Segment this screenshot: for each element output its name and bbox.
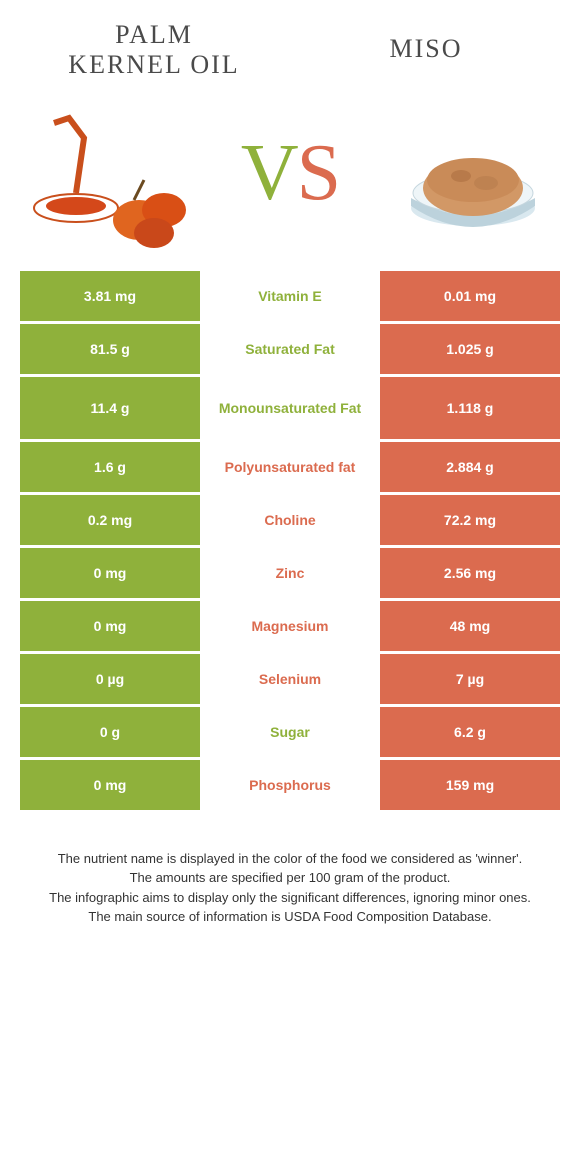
right-value-cell: 1.118 g <box>380 377 560 439</box>
right-food-image <box>391 98 556 248</box>
left-value-cell: 11.4 g <box>20 377 200 439</box>
left-title-line1: Palm <box>115 20 193 49</box>
left-value-cell: 1.6 g <box>20 442 200 492</box>
table-row: 0 mgZinc2.56 mg <box>20 548 560 598</box>
nutrient-label-cell: Selenium <box>202 654 378 704</box>
miso-bowl-icon <box>391 98 556 248</box>
nutrient-label-cell: Vitamin E <box>202 271 378 321</box>
table-row: 81.5 gSaturated Fat1.025 g <box>20 324 560 374</box>
infographic-container: Palm kernel oil Miso VS <box>0 0 580 957</box>
table-row: 0 mgPhosphorus159 mg <box>20 760 560 810</box>
nutrient-label-cell: Magnesium <box>202 601 378 651</box>
right-value-cell: 6.2 g <box>380 707 560 757</box>
header-row: Palm kernel oil Miso <box>18 20 562 80</box>
left-value-cell: 81.5 g <box>20 324 200 374</box>
left-food-image <box>24 98 189 248</box>
left-value-cell: 3.81 mg <box>20 271 200 321</box>
right-value-cell: 2.884 g <box>380 442 560 492</box>
vs-letter-v: V <box>241 129 297 217</box>
nutrient-label-cell: Zinc <box>202 548 378 598</box>
nutrient-label-cell: Sugar <box>202 707 378 757</box>
left-value-cell: 0 µg <box>20 654 200 704</box>
footer-line-3: The infographic aims to display only the… <box>26 888 554 908</box>
left-value-cell: 0 g <box>20 707 200 757</box>
right-value-cell: 159 mg <box>380 760 560 810</box>
left-title-line2: kernel oil <box>68 50 239 79</box>
right-value-cell: 1.025 g <box>380 324 560 374</box>
comparison-tbody: 3.81 mgVitamin E0.01 mg81.5 gSaturated F… <box>20 271 560 810</box>
left-value-cell: 0 mg <box>20 760 200 810</box>
table-row: 3.81 mgVitamin E0.01 mg <box>20 271 560 321</box>
right-value-cell: 48 mg <box>380 601 560 651</box>
left-value-cell: 0.2 mg <box>20 495 200 545</box>
images-row: VS <box>18 98 562 248</box>
right-value-cell: 7 µg <box>380 654 560 704</box>
left-value-cell: 0 mg <box>20 601 200 651</box>
left-title: Palm kernel oil <box>18 20 290 80</box>
left-value-cell: 0 mg <box>20 548 200 598</box>
nutrient-label-cell: Phosphorus <box>202 760 378 810</box>
footer-line-2: The amounts are specified per 100 gram o… <box>26 868 554 888</box>
table-row: 0.2 mgCholine72.2 mg <box>20 495 560 545</box>
right-title: Miso <box>290 20 562 64</box>
table-row: 0 µgSelenium7 µg <box>20 654 560 704</box>
nutrient-label-cell: Polyunsaturated fat <box>202 442 378 492</box>
table-row: 0 gSugar6.2 g <box>20 707 560 757</box>
right-value-cell: 0.01 mg <box>380 271 560 321</box>
nutrient-label-cell: Monounsaturated Fat <box>202 377 378 439</box>
table-row: 11.4 gMonounsaturated Fat1.118 g <box>20 377 560 439</box>
right-title-block: Miso <box>290 20 562 64</box>
nutrient-label-cell: Saturated Fat <box>202 324 378 374</box>
table-row: 1.6 gPolyunsaturated fat2.884 g <box>20 442 560 492</box>
comparison-table: 3.81 mgVitamin E0.01 mg81.5 gSaturated F… <box>18 268 562 813</box>
footer-line-1: The nutrient name is displayed in the co… <box>26 849 554 869</box>
nutrient-label-cell: Choline <box>202 495 378 545</box>
footer-notes: The nutrient name is displayed in the co… <box>18 849 562 927</box>
table-row: 0 mgMagnesium48 mg <box>20 601 560 651</box>
vs-label: VS <box>241 133 339 213</box>
vs-letter-s: S <box>297 129 340 217</box>
palm-oil-icon <box>24 98 189 248</box>
right-value-cell: 2.56 mg <box>380 548 560 598</box>
left-title-block: Palm kernel oil <box>18 20 290 80</box>
footer-line-4: The main source of information is USDA F… <box>26 907 554 927</box>
right-value-cell: 72.2 mg <box>380 495 560 545</box>
